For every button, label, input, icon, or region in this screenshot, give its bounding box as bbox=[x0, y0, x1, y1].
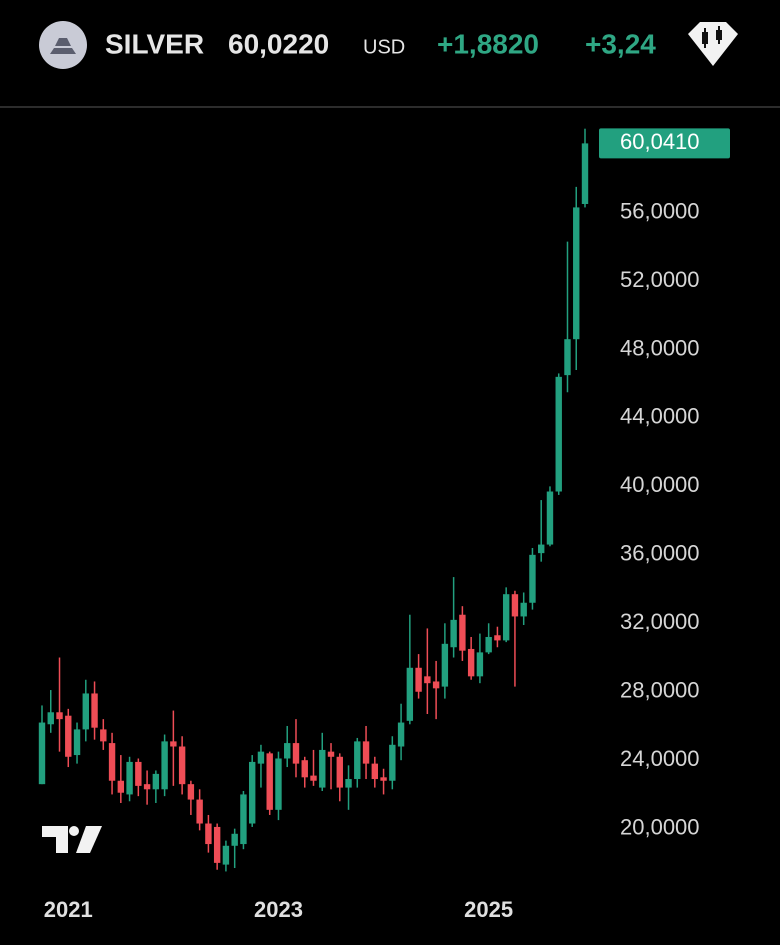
candle-body bbox=[327, 751, 335, 757]
candle-body bbox=[406, 667, 414, 721]
candle-body bbox=[345, 779, 352, 788]
y-tick-label: 24,0000 bbox=[620, 746, 700, 771]
last-price-tag bbox=[599, 128, 730, 159]
candle-body bbox=[310, 775, 317, 781]
candle-body bbox=[441, 643, 449, 687]
candle-body bbox=[117, 780, 125, 793]
candle-body bbox=[424, 676, 431, 684]
candle-body bbox=[213, 826, 221, 863]
candle-body bbox=[231, 833, 238, 846]
candle-body bbox=[476, 652, 484, 677]
header: SILVER 60,0220 USD +1,8820 +3,24 bbox=[0, 21, 780, 108]
candle-body bbox=[240, 794, 247, 845]
candle-body bbox=[319, 749, 326, 788]
candle-body bbox=[520, 602, 527, 617]
y-tick-label: 44,0000 bbox=[620, 404, 700, 429]
candle-body bbox=[555, 376, 562, 492]
candle-body bbox=[47, 712, 54, 725]
candle-body bbox=[529, 554, 536, 603]
candle-body bbox=[397, 722, 405, 747]
candle-badge[interactable] bbox=[688, 22, 738, 66]
candle-body bbox=[292, 743, 300, 764]
y-tick-label: 56,0000 bbox=[620, 198, 700, 223]
tv-logo bbox=[42, 826, 102, 853]
candle-body bbox=[73, 729, 81, 756]
y-tick-label: 20,0000 bbox=[620, 814, 700, 839]
candle-body bbox=[362, 741, 370, 764]
y-tick-label: 36,0000 bbox=[620, 541, 700, 566]
candle-body bbox=[284, 743, 291, 759]
candle-body bbox=[257, 751, 265, 764]
candle-body bbox=[205, 823, 212, 845]
candle-body bbox=[354, 741, 361, 780]
candle-body bbox=[266, 753, 273, 810]
candle-body bbox=[301, 760, 308, 778]
candle-body bbox=[222, 845, 230, 865]
last-price-label: 60,0410 bbox=[620, 129, 700, 154]
symbol: SILVER bbox=[105, 28, 204, 59]
candle-body bbox=[432, 681, 440, 689]
candle-body bbox=[91, 693, 98, 728]
candle-body bbox=[371, 763, 379, 780]
candle-body bbox=[467, 648, 475, 677]
candle-body bbox=[248, 761, 256, 824]
candle-body bbox=[152, 773, 160, 790]
currency: USD bbox=[363, 36, 405, 58]
candle-body bbox=[494, 635, 501, 641]
candle-body bbox=[126, 761, 133, 795]
x-tick-label: 2023 bbox=[254, 897, 303, 922]
icon-bars bbox=[50, 38, 76, 54]
candle-body bbox=[187, 784, 195, 800]
y-tick-label: 52,0000 bbox=[620, 267, 700, 292]
change: +1,8820 bbox=[437, 28, 539, 59]
candle-body bbox=[415, 667, 422, 692]
candle-body bbox=[459, 614, 466, 651]
y-tick-label: 28,0000 bbox=[620, 678, 700, 703]
candle-body bbox=[170, 741, 177, 747]
candle-body bbox=[108, 743, 116, 781]
candle-body bbox=[336, 756, 343, 788]
candle-body bbox=[161, 741, 168, 790]
candle-body bbox=[380, 777, 387, 781]
candle-body bbox=[538, 544, 545, 554]
candle-body bbox=[65, 715, 72, 757]
candle-body bbox=[564, 339, 571, 376]
candle-body bbox=[143, 784, 151, 790]
x-tick-label: 2025 bbox=[464, 897, 513, 922]
candle-body bbox=[82, 693, 89, 730]
change-percent: +3,24 bbox=[585, 28, 656, 59]
candle-body bbox=[135, 761, 142, 786]
candle-body bbox=[389, 744, 396, 781]
candle-body bbox=[581, 143, 589, 204]
y-tick-label: 40,0000 bbox=[620, 472, 700, 497]
candle-body bbox=[100, 729, 107, 742]
y-tick-label: 48,0000 bbox=[620, 335, 700, 360]
candle-body bbox=[38, 722, 46, 785]
candle-body bbox=[546, 491, 554, 545]
candle-body bbox=[196, 799, 203, 824]
candle-body bbox=[573, 207, 580, 340]
candle-body bbox=[450, 619, 457, 648]
candle-body bbox=[178, 746, 186, 785]
candle-body bbox=[275, 758, 282, 810]
candle-body bbox=[502, 594, 510, 641]
candle-body bbox=[56, 712, 63, 720]
candle-body bbox=[485, 636, 492, 653]
y-tick-label: 32,0000 bbox=[620, 609, 700, 634]
price: 60,0220 bbox=[228, 28, 329, 59]
x-tick-label: 2021 bbox=[44, 897, 93, 922]
candle-body bbox=[511, 594, 519, 617]
